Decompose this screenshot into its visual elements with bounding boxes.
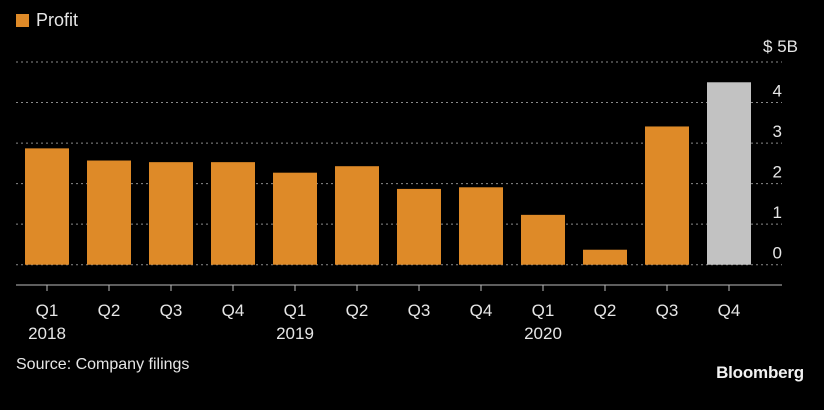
- bar-7: [397, 188, 441, 265]
- x-tick-labels: Q1 2018 Q2 Q3 Q4 Q1 2019 Q2 Q3 Q4 Q1 2020 Q2 Q3 Q4: [28, 301, 740, 343]
- bar-2: [87, 160, 131, 265]
- x-tick-label: Q2: [346, 301, 369, 320]
- y-tick-label: 0: [773, 244, 782, 263]
- x-tick-label: Q3: [160, 301, 183, 320]
- x-tick-label: Q4: [222, 301, 245, 320]
- bar-9: [521, 214, 565, 265]
- bar-1: [25, 148, 69, 265]
- bar-4: [211, 162, 255, 265]
- y-tick-label: 2: [773, 163, 782, 182]
- bars: [25, 82, 751, 265]
- x-tick-label: Q2: [594, 301, 617, 320]
- x-tick-label: Q2: [98, 301, 121, 320]
- x-tick-label: Q3: [656, 301, 679, 320]
- x-year-label: 2020: [524, 324, 562, 343]
- x-tick-label: Q1: [36, 301, 59, 320]
- x-tick-label: Q1: [532, 301, 555, 320]
- x-tick-label: Q4: [718, 301, 741, 320]
- bar-3: [149, 162, 193, 265]
- bloomberg-logo: Bloomberg: [716, 363, 804, 382]
- x-tick-label: Q3: [408, 301, 431, 320]
- x-tick-label: Q4: [470, 301, 493, 320]
- bar-8: [459, 187, 503, 265]
- bar-10: [583, 249, 627, 265]
- gridlines: [16, 61, 782, 291]
- y-tick-label: 4: [773, 82, 782, 101]
- source-note: Source: Company filings: [16, 356, 190, 373]
- y-tick-label: 3: [773, 122, 782, 141]
- x-year-label: 2018: [28, 324, 66, 343]
- bar-5: [273, 172, 317, 265]
- bar-11: [645, 126, 689, 265]
- y-tick-label: $ 5B: [763, 37, 798, 56]
- bar-6: [335, 166, 379, 265]
- y-tick-labels: 0 1 2 3 4 $ 5B: [763, 37, 798, 263]
- legend-label: Profit: [36, 10, 79, 30]
- x-year-label: 2019: [276, 324, 314, 343]
- y-tick-label: 1: [773, 203, 782, 222]
- legend: Profit: [16, 10, 78, 31]
- x-tick-label: Q1: [284, 301, 307, 320]
- bar-12: [707, 82, 751, 265]
- legend-swatch: [16, 14, 29, 27]
